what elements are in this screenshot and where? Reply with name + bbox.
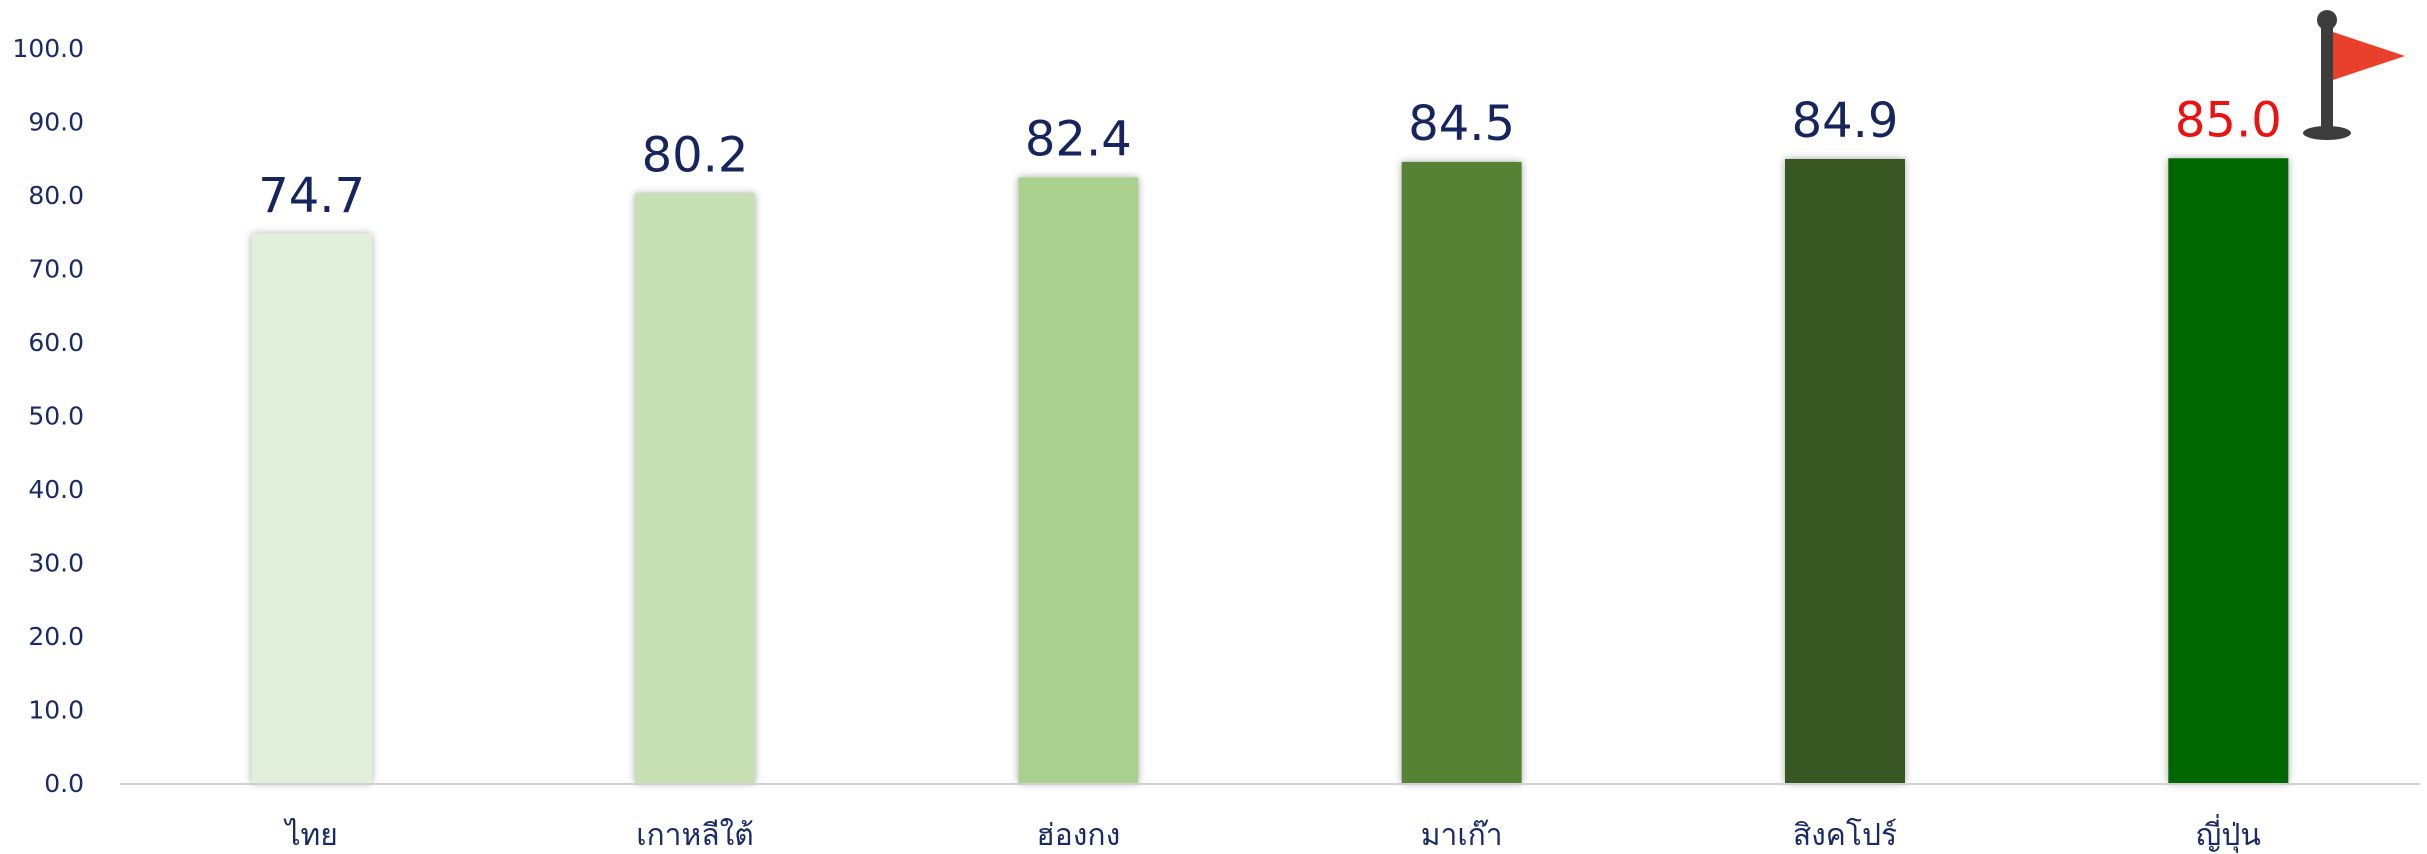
y-tick-label: 10.0	[28, 696, 84, 725]
data-label: 80.2	[642, 128, 749, 184]
bar	[1785, 158, 1905, 784]
y-tick-label: 100.0	[12, 34, 84, 63]
x-tick-label: ไทย	[283, 817, 337, 853]
y-axis: 0.0 10.0 20.0 30.0 40.0 50.0 60.0 70.0 80.0 90.0 1…	[12, 34, 84, 798]
flag-pennant	[2333, 32, 2405, 80]
data-label: 82.4	[1025, 111, 1132, 167]
bar	[635, 193, 755, 783]
x-tick-label: ฮ่องกง	[1036, 818, 1120, 853]
x-tick-label: ญี่ปุ่น	[2196, 814, 2261, 854]
y-tick-label: 80.0	[28, 181, 84, 210]
x-tick-label: เกาหลีใต้	[636, 818, 754, 853]
data-label: 84.5	[1408, 96, 1515, 152]
bar	[1018, 177, 1139, 784]
y-tick-label: 70.0	[28, 255, 84, 284]
data-labels: 74.7 80.2 82.4 84.5 84.9 85.0	[258, 92, 2282, 224]
bars-group	[251, 158, 2289, 784]
x-axis: ไทย เกาหลีใต้ ฮ่องกง มาเก๊า สิงคโปร์ ญี่ปุ่น	[283, 814, 2260, 854]
y-tick-label: 90.0	[28, 108, 84, 137]
flag-pole-knob	[2317, 10, 2337, 30]
bar	[2168, 158, 2289, 783]
y-tick-label: 20.0	[28, 622, 84, 651]
data-label: 85.0	[2175, 92, 2282, 148]
y-tick-label: 50.0	[28, 402, 84, 431]
data-label: 84.9	[1792, 93, 1899, 149]
y-tick-label: 40.0	[28, 475, 84, 504]
data-label: 74.7	[258, 168, 365, 224]
flag-icon	[2303, 10, 2405, 140]
y-tick-label: 0.0	[44, 769, 84, 798]
y-tick-label: 30.0	[28, 549, 84, 578]
flag-base	[2303, 126, 2351, 140]
x-tick-label: มาเก๊า	[1421, 818, 1503, 853]
y-tick-label: 60.0	[28, 328, 84, 357]
x-tick-label: สิงคโปร์	[1793, 817, 1897, 853]
bar	[251, 233, 372, 783]
bar	[1401, 161, 1522, 784]
